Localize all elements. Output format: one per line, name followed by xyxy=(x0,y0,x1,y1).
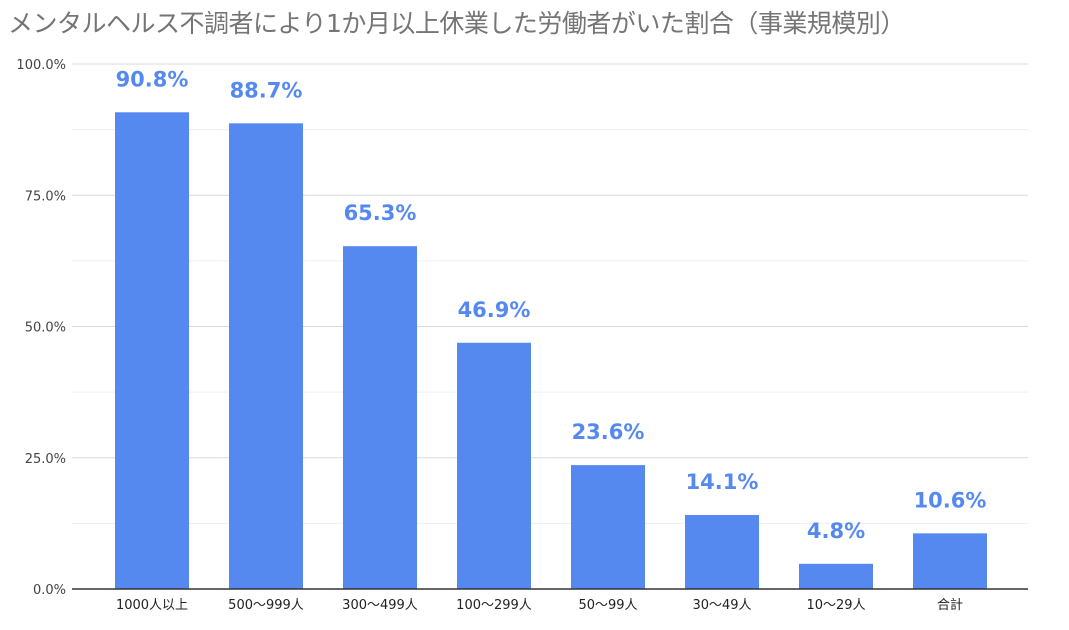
x-tick-label: 10〜29人 xyxy=(806,598,865,613)
bar xyxy=(457,342,531,589)
x-tick-label: 50〜99人 xyxy=(578,598,637,613)
y-tick-label: 75.0% xyxy=(25,189,66,204)
y-tick-label: 0.0% xyxy=(33,583,66,598)
x-tick-label: 1000人以上 xyxy=(116,598,188,613)
x-tick-label: 合計 xyxy=(937,597,963,613)
x-tick-label: 300〜499人 xyxy=(342,598,418,613)
y-tick-label: 50.0% xyxy=(25,321,66,336)
chart-title: メンタルヘルス不調者により1か月以上休業した労働者がいた割合（事業規模別） xyxy=(8,9,905,38)
bar xyxy=(913,533,987,589)
bar xyxy=(571,465,645,589)
data-label: 90.8% xyxy=(116,67,189,91)
x-tick-label: 30〜49人 xyxy=(692,598,751,613)
data-label: 88.7% xyxy=(230,78,303,102)
x-tick-label: 100〜299人 xyxy=(456,598,532,613)
bar xyxy=(115,112,189,590)
y-tick-label: 25.0% xyxy=(25,452,66,467)
x-tick-label: 500〜999人 xyxy=(228,598,304,613)
data-label: 23.6% xyxy=(572,420,645,444)
data-label: 10.6% xyxy=(914,488,987,512)
bar xyxy=(799,563,873,589)
data-label: 14.1% xyxy=(686,470,759,494)
data-label: 4.8% xyxy=(807,519,865,543)
data-label: 65.3% xyxy=(344,201,417,225)
bar xyxy=(343,246,417,590)
bar xyxy=(685,514,759,589)
y-tick-label: 100.0% xyxy=(16,58,66,73)
data-label: 46.9% xyxy=(458,298,531,322)
bar xyxy=(229,123,303,589)
